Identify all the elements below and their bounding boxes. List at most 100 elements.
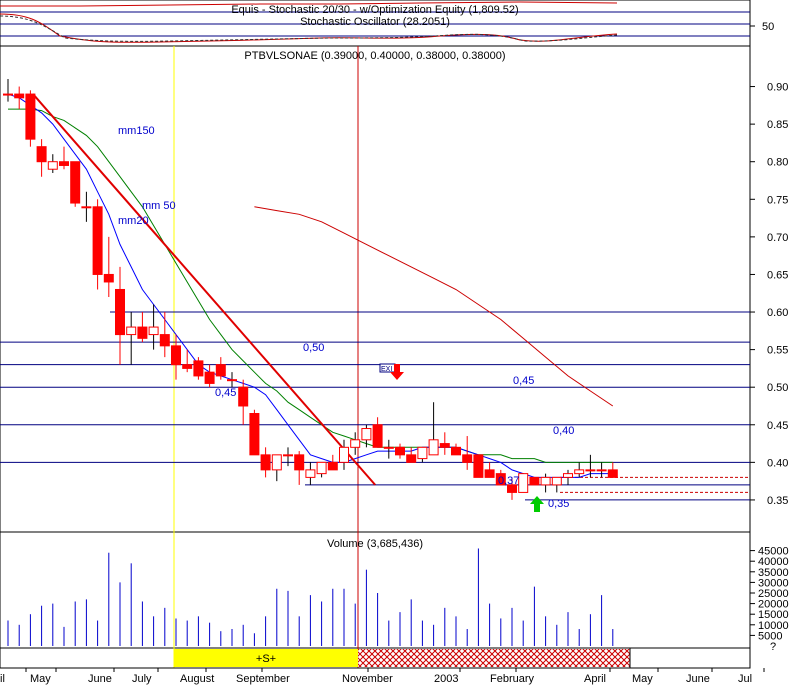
price-annotations: mm150 mm 50 mm20 0,50 0,45 0,45 0,40 0,3… <box>118 125 574 512</box>
candle <box>439 432 450 455</box>
corner-mark: ? <box>770 641 776 653</box>
candle <box>451 443 461 456</box>
candle <box>238 379 249 425</box>
candle-body <box>294 454 305 471</box>
candle-body <box>47 161 58 170</box>
candle <box>70 161 81 207</box>
x-tick-label: il <box>0 673 5 685</box>
mm20-group <box>7 93 613 478</box>
x-tick-label: August <box>180 673 214 685</box>
stoch-d-line <box>0 15 618 42</box>
candle-body <box>126 326 137 336</box>
candle-body <box>193 360 204 377</box>
price-tick-label: 0.80 <box>767 157 788 169</box>
candle-body <box>171 345 181 366</box>
price-tick-label: 0.55 <box>767 345 788 357</box>
x-axis: il May June July August September November 2003… <box>0 668 765 685</box>
candle-body <box>383 446 394 449</box>
candle-body <box>283 454 293 457</box>
candle <box>350 432 361 455</box>
candle <box>462 436 473 470</box>
mm50-group <box>8 108 613 463</box>
candle-body <box>159 334 170 347</box>
candle-body <box>406 454 417 463</box>
candle <box>316 461 327 478</box>
candle-body <box>484 469 495 478</box>
candles-group <box>3 79 618 500</box>
x-tick-label: Jul <box>738 673 752 685</box>
level-035-label: 0,35 <box>548 498 569 510</box>
x-tick-label: November <box>342 673 393 685</box>
mm50-label: mm 50 <box>142 200 176 212</box>
mm150-line <box>8 108 613 463</box>
candle <box>305 462 316 485</box>
candle-body <box>316 461 327 475</box>
candle <box>372 417 383 448</box>
stoch-subtitle: Stochastic Oscillator (28.2051) <box>300 16 450 28</box>
x-tick-label: February <box>490 673 535 685</box>
volume-bars <box>7 548 614 646</box>
candle-body <box>563 473 573 478</box>
candle-body <box>81 206 92 209</box>
volume-axis: 4500040000350003000025000200001500010000… <box>750 546 789 642</box>
price-tick-label: 0.75 <box>767 194 788 206</box>
candle-body <box>70 161 81 204</box>
price-panel-frame <box>0 45 751 533</box>
candle <box>3 79 13 102</box>
price-axis: 0.90 0.85 0.80 0.75 0.70 0.65 0.60 0.55 0.50 0.45… <box>750 82 788 507</box>
candle <box>171 334 181 380</box>
candle-body <box>182 364 193 369</box>
stoch-equity-line <box>0 1 618 7</box>
candle <box>294 451 305 485</box>
candle-body <box>350 439 361 448</box>
price-tick-label: 0.35 <box>767 495 788 507</box>
stochastic-panel: Equis - Stochastic 20/30 - w/Optimizatio… <box>0 1 774 43</box>
candle <box>92 199 103 290</box>
mm50-line <box>7 93 613 478</box>
candle <box>585 454 596 478</box>
candle-body <box>227 379 237 382</box>
candle-body <box>305 469 316 478</box>
candle <box>563 469 573 485</box>
candle-body <box>3 93 13 96</box>
candle <box>25 90 36 147</box>
buy-arrow-icon <box>530 496 544 512</box>
candle <box>59 146 69 170</box>
candle <box>428 402 439 456</box>
x-tick-label: June <box>686 673 710 685</box>
candle-body <box>25 93 36 140</box>
exit-marker-label: EXI <box>381 366 392 373</box>
price-tick-label: 0.90 <box>767 82 788 94</box>
candle-body <box>495 473 506 486</box>
price-tick-label: 0.85 <box>767 119 788 131</box>
x-tick-label: June <box>88 673 112 685</box>
candle <box>36 139 47 177</box>
candle-body <box>607 469 618 478</box>
candle-body <box>137 326 148 339</box>
volume-tick-label: 5000 <box>758 630 782 642</box>
candle-body <box>372 424 383 448</box>
price-tick-label: 0.40 <box>767 457 788 469</box>
candle <box>249 409 260 456</box>
volume-tick-label: 10000 <box>758 620 789 632</box>
candle-body <box>92 206 103 275</box>
candle-body <box>14 93 25 99</box>
long-ma-line <box>254 206 614 407</box>
candle-body <box>271 454 282 471</box>
level-037-label: 0,37 <box>498 475 519 487</box>
candle-body <box>585 469 596 472</box>
candle <box>47 154 58 173</box>
candle <box>507 477 517 500</box>
price-tick-label: 0.70 <box>767 232 788 244</box>
candle-body <box>473 454 484 478</box>
stoch-title: Equis - Stochastic 20/30 - w/Optimizatio… <box>231 4 518 16</box>
candle <box>103 236 114 297</box>
candle <box>182 349 193 373</box>
candle <box>596 462 607 478</box>
price-tick-label: 0.65 <box>767 269 788 281</box>
candle <box>484 462 495 478</box>
trendline-group <box>32 93 376 486</box>
candle-body <box>462 454 473 463</box>
level-045-left-label: 0,45 <box>215 387 236 399</box>
